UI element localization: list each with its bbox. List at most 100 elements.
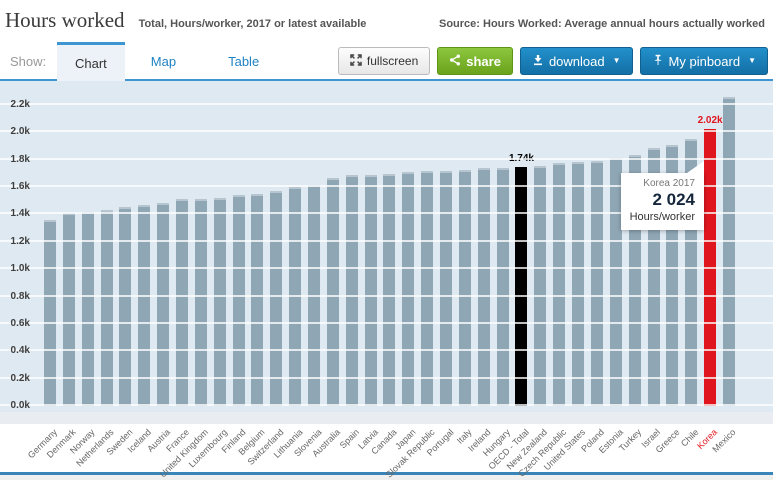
my-pinboard-button[interactable]: My pinboard ▼ [639,47,768,75]
chart-bar[interactable] [440,171,453,406]
gridline [0,157,773,160]
chart-bar[interactable] [251,194,264,406]
tab-underline [0,79,773,81]
gridline [0,267,773,270]
chart-bar[interactable] [383,174,396,406]
y-axis-tick-label: 0.2k [10,372,30,384]
gridline [0,404,773,406]
bar-value-label: 2.02k [697,115,723,126]
chevron-down-icon: ▼ [612,56,621,65]
tooltip-pointer [687,161,704,173]
download-button[interactable]: download ▼ [519,47,633,75]
download-icon [532,54,544,69]
share-label: share [466,53,501,69]
bottom-divider [0,472,773,475]
y-axis-tick-label: 1.6k [10,181,30,193]
x-axis-labels: Germany Denmark Norway Netherlands Sweden Ice… [26,424,738,480]
show-label: Show: [10,54,47,69]
chart-bar[interactable] [270,191,283,406]
fullscreen-button[interactable]: fullscreen [337,47,431,75]
share-icon [449,54,461,69]
pin-icon [652,54,664,69]
toolbar: Show: Chart Map Table fullscreen [0,40,773,81]
chart-bar[interactable] [609,158,622,406]
chart-bar[interactable] [496,168,509,406]
chart-bar[interactable] [213,198,226,406]
x-axis: Germany Denmark Norway Netherlands Sweden Ice… [0,424,773,480]
gridline [0,212,773,215]
y-axis-tick-label: 0.4k [10,345,30,357]
tab-chart[interactable]: Chart [57,42,125,81]
toolbar-buttons: fullscreen share download ▼ [337,47,768,75]
x-axis-label-cell: Australia [310,424,342,472]
download-label: download [548,53,605,69]
y-axis-tick-label: 1.8k [10,153,30,165]
fullscreen-icon [350,53,362,69]
chart-bar[interactable] [345,175,358,406]
page-header: Hours worked Total, Hours/worker, 2017 o… [0,0,773,40]
page-title: Hours worked [5,8,125,32]
chart-bottom-strip [0,412,773,424]
x-axis-label: Spain [337,427,361,451]
gridline [0,321,773,324]
fullscreen-label: fullscreen [366,54,419,68]
chart-bar[interactable] [553,163,566,406]
my-pinboard-label: My pinboard [668,53,741,69]
gridline [0,376,773,379]
share-button[interactable]: share [437,47,513,75]
chart-bar[interactable] [458,170,471,406]
chart-bar[interactable] [364,175,377,406]
tab-table[interactable]: Table [228,54,260,69]
chart-tooltip: Korea 2017 2 024 Hours/worker [620,161,704,230]
gridline [0,103,773,105]
tooltip-title: Korea 2017 [643,178,695,189]
chart-bar[interactable] [232,195,245,406]
chart-bar[interactable] [138,205,151,406]
chart-bar[interactable] [100,210,113,406]
y-axis-tick-label: 1.4k [10,208,30,220]
chart-bar[interactable] [81,212,94,406]
chart-bar[interactable] [534,166,547,406]
gridline [0,239,773,242]
chart-bar[interactable] [119,207,132,406]
y-axis-tick-label: 0.8k [10,290,30,302]
y-axis-tick-label: 2.2k [10,99,30,110]
x-axis-label-cell: Portugal [424,424,455,472]
x-axis-label-cell: Turkey [617,424,643,472]
gridline [0,130,773,133]
source-note: Source: Hours Worked: Average annual hou… [438,18,765,30]
chart-bar[interactable] [722,97,735,406]
y-axis-tick-label: 0.6k [10,317,30,329]
chart-bar[interactable] [421,171,434,406]
chart-bar[interactable] [44,220,56,406]
y-axis-tick-label: 2.0k [10,126,30,138]
y-axis-tick-label: 1.2k [10,235,30,247]
bottom-padding [0,475,773,480]
view-tabs: Chart Map Table [57,42,285,81]
chart-bar[interactable] [194,199,207,406]
tooltip-unit: Hours/worker [629,211,695,223]
x-axis-label-cell: Mexico [711,424,738,472]
gridline [0,294,773,297]
tooltip-value: 2 024 [652,190,695,209]
chart-bar[interactable] [62,213,75,406]
x-axis-label-cell: Spain [337,424,360,472]
y-axis-tick-label: 0.0k [10,400,30,411]
page-subtitle: Total, Hours/worker, 2017 or latest avai… [138,18,367,30]
chart-bar[interactable] [157,203,170,406]
chart-bar[interactable] [176,199,189,406]
x-axis-label-cell: Chile [679,424,701,472]
chart-bar[interactable] [572,162,585,406]
tab-map[interactable]: Map [150,54,177,69]
y-axis-tick-label: 1.0k [10,263,30,275]
gridline [0,185,773,188]
chart-bar[interactable]: 1.74k [509,153,534,406]
chart-bar[interactable] [326,178,339,406]
chart-bar[interactable] [477,168,490,406]
chart-bar[interactable] [590,161,603,406]
chart-bar[interactable] [402,172,415,406]
chevron-down-icon: ▼ [748,56,756,65]
gridline [0,349,773,352]
x-axis-label-cell: Greece [653,424,681,472]
plot-area: 1.74k 2.02k Korea 2017 2 024 Hours/worker… [0,81,773,412]
